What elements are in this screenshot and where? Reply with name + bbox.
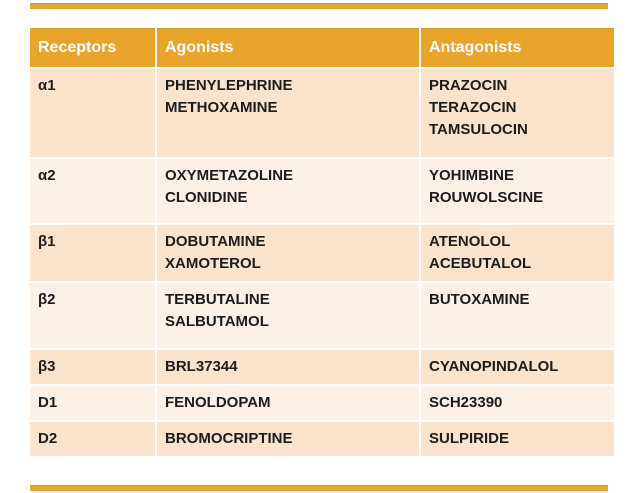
table-row-beta2: β2 TERBUTALINE SALBUTAMOL BUTOXAMINE [30, 283, 614, 348]
receptor-drug-table: Receptors Agonists Antagonists α1 PHENYL… [28, 26, 616, 458]
antagonists-cell: SULPIRIDE [421, 422, 614, 456]
receptor-cell: D2 [30, 422, 155, 456]
column-header-agonists: Agonists [157, 28, 419, 67]
top-accent-bar [30, 3, 608, 9]
antagonists-cell: CYANOPINDALOL [421, 350, 614, 384]
antagonists-cell: SCH23390 [421, 386, 614, 420]
column-header-antagonists: Antagonists [421, 28, 614, 67]
table-row-d2: D2 BROMOCRIPTINE SULPIRIDE [30, 422, 614, 456]
header-row: Receptors Agonists Antagonists [30, 28, 614, 67]
agonists-cell: BRL37344 [157, 350, 419, 384]
receptor-cell: D1 [30, 386, 155, 420]
antagonists-cell: YOHIMBINE ROUWOLSCINE [421, 159, 614, 223]
table-row-alpha2: α2 OXYMETAZOLINE CLONIDINE YOHIMBINE ROU… [30, 159, 614, 223]
table-row-beta3: β3 BRL37344 CYANOPINDALOL [30, 350, 614, 384]
agonists-cell: PHENYLEPHRINE METHOXAMINE [157, 69, 419, 157]
column-header-receptors: Receptors [30, 28, 155, 67]
antagonists-cell: BUTOXAMINE [421, 283, 614, 348]
agonists-cell: FENOLDOPAM [157, 386, 419, 420]
agonists-cell: TERBUTALINE SALBUTAMOL [157, 283, 419, 348]
receptor-cell: β1 [30, 225, 155, 281]
bottom-accent-bar [30, 485, 608, 491]
receptor-cell: α1 [30, 69, 155, 157]
agonists-cell: OXYMETAZOLINE CLONIDINE [157, 159, 419, 223]
receptor-cell: β3 [30, 350, 155, 384]
antagonists-cell: ATENOLOL ACEBUTALOL [421, 225, 614, 281]
receptor-cell: α2 [30, 159, 155, 223]
receptor-cell: β2 [30, 283, 155, 348]
agonists-cell: DOBUTAMINE XAMOTEROL [157, 225, 419, 281]
table-row-d1: D1 FENOLDOPAM SCH23390 [30, 386, 614, 420]
table-row-beta1: β1 DOBUTAMINE XAMOTEROL ATENOLOL ACEBUTA… [30, 225, 614, 281]
agonists-cell: BROMOCRIPTINE [157, 422, 419, 456]
antagonists-cell: PRAZOCIN TERAZOCIN TAMSULOCIN [421, 69, 614, 157]
table-row-alpha1: α1 PHENYLEPHRINE METHOXAMINE PRAZOCIN TE… [30, 69, 614, 157]
